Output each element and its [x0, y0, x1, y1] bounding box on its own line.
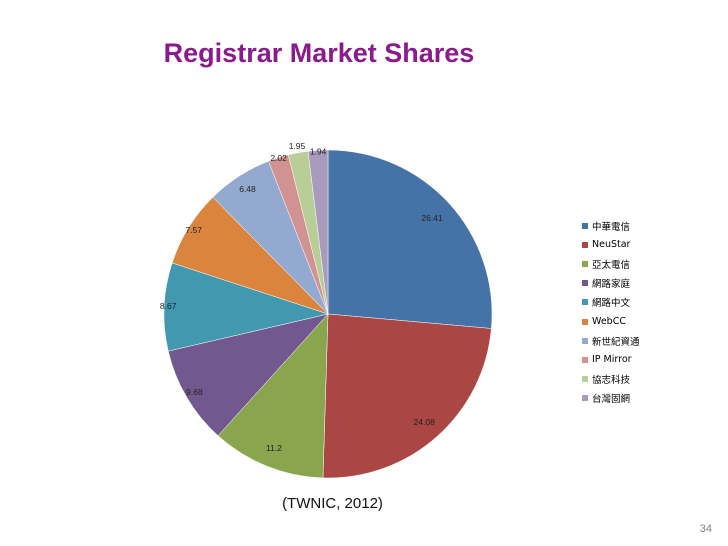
legend-item: 中華電信	[582, 216, 640, 235]
legend-item: 網路家庭	[582, 274, 640, 293]
pie-value-label: 2.02	[270, 153, 287, 163]
legend-label: NeuStar	[592, 239, 631, 251]
pie-slice	[307, 149, 329, 315]
legend-swatch	[582, 241, 588, 248]
legend-swatch	[582, 356, 588, 363]
pie-value-label: 9.68	[186, 387, 203, 397]
legend-label: 新世紀資通	[592, 336, 640, 348]
legend-item: WebCC	[582, 312, 640, 331]
legend-label: WebCC	[592, 316, 626, 328]
legend-swatch	[582, 222, 588, 229]
chart-legend: 中華電信 NeuStar 亞太電信網路家庭網路中文 WebCC 新世紀資通 IP Mirr…	[582, 216, 640, 408]
page-number: 34	[699, 523, 712, 535]
legend-swatch	[582, 299, 588, 306]
pie-slice	[167, 313, 329, 437]
legend-swatch	[582, 280, 588, 287]
legend-item: 亞太電信	[582, 254, 640, 273]
pie-value-label: 24.08	[414, 417, 436, 427]
legend-swatch	[582, 337, 588, 344]
pie-value-label: 6.48	[239, 184, 256, 194]
legend-swatch	[582, 376, 588, 383]
legend-swatch	[582, 318, 588, 325]
legend-item: 台灣固網	[582, 389, 640, 408]
legend-item: 新世紀資通	[582, 331, 640, 350]
pie-value-label: 11.2	[266, 443, 282, 453]
legend-label: 網路家庭	[592, 279, 631, 291]
pie-slices	[163, 149, 493, 479]
chart-title: Registrar Market Shares	[0, 38, 728, 69]
pie-slice	[163, 262, 329, 352]
chart-title-text: Registrar Market Shares	[163, 38, 475, 68]
pie-value-labels: 26.41 24.08 11.2 9.68 8.67 7.57 6.48 2.021.95 1.…	[160, 141, 443, 453]
legend-label: 協志科技	[592, 375, 631, 387]
pie-slice	[322, 313, 492, 479]
legend-item: NeuStar	[582, 235, 640, 254]
legend-swatch	[582, 260, 588, 267]
pie-value-label: 26.41	[421, 213, 443, 223]
pie-slice	[217, 313, 329, 479]
legend-item: IP Mirror	[582, 350, 640, 369]
pie-value-label: 1.95	[289, 141, 306, 151]
legend-label: 亞太電信	[592, 259, 631, 271]
pie-value-label: 8.67	[160, 301, 177, 311]
legend-label: IP Mirror	[592, 354, 632, 366]
legend-label: 中華電信	[592, 221, 631, 233]
legend-label: 台灣固網	[592, 394, 631, 406]
pie-value-label: 7.57	[185, 225, 202, 235]
source-note: (TWNIC, 2012)	[282, 495, 383, 512]
legend-swatch	[582, 395, 588, 402]
legend-label: 網路中文	[592, 298, 631, 310]
pie-slice	[327, 149, 493, 329]
pie-value-label: 1.94	[310, 147, 327, 157]
legend-item: 協志科技	[582, 370, 640, 389]
legend-item: 網路中文	[582, 293, 640, 312]
